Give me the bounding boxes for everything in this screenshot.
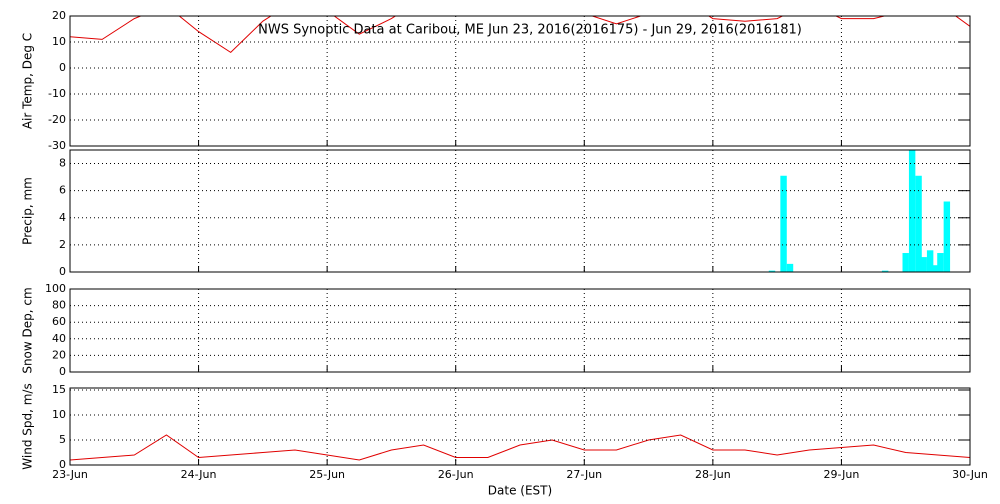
bar	[908, 150, 916, 272]
panel-data	[70, 16, 970, 54]
bar	[937, 253, 944, 272]
x-tick-label: 25-Jun	[309, 468, 345, 481]
x-tick-label: 29-Jun	[824, 468, 860, 481]
y-tick-label: 10	[52, 408, 66, 421]
y-tick-label: -20	[48, 113, 66, 126]
bar	[932, 265, 939, 272]
y-tick-label: 8	[59, 157, 66, 170]
y-axis-label: Wind Spd, m/s	[21, 383, 35, 469]
y-tick-label: 100	[45, 282, 66, 295]
bar	[926, 250, 934, 272]
chart-title: NWS Synoptic Data at Caribou, ME Jun 23,…	[258, 23, 802, 38]
x-tick-label: 28-Jun	[695, 468, 731, 481]
bar	[920, 257, 927, 272]
y-tick-label: 20	[52, 348, 66, 361]
line	[70, 434, 970, 461]
panel-frame	[69, 288, 971, 373]
panel-frame	[69, 387, 971, 466]
bar	[902, 253, 909, 272]
y-axis-label: Air Temp, Deg C	[21, 33, 35, 129]
x-tick-label: 30-Jun	[952, 468, 988, 481]
panel-data	[70, 434, 970, 461]
y-axis-label: Snow Dep, cm	[21, 287, 35, 373]
panel-data	[768, 150, 951, 272]
y-tick-label: -30	[48, 139, 66, 152]
panel-frame	[69, 15, 971, 147]
bar	[780, 175, 787, 272]
y-tick-label: 20	[52, 9, 66, 22]
bar	[768, 270, 776, 272]
bar	[915, 175, 922, 272]
bar	[943, 201, 951, 272]
y-tick-label: 40	[52, 332, 66, 345]
y-tick-label: 10	[52, 35, 66, 48]
y-tick-label: 2	[59, 238, 66, 251]
bar	[881, 270, 889, 272]
y-tick-label: 6	[59, 184, 66, 197]
y-tick-label: 60	[52, 315, 66, 328]
y-tick-label: -10	[48, 87, 66, 100]
y-axis-label: Precip, mm	[21, 177, 35, 245]
y-tick-label: 4	[59, 211, 66, 224]
x-tick-label: 26-Jun	[438, 468, 474, 481]
bar	[786, 263, 794, 272]
y-tick-label: 5	[59, 433, 66, 446]
x-tick-label: 23-Jun	[52, 468, 88, 481]
x-tick-label: 27-Jun	[566, 468, 602, 481]
line	[70, 16, 970, 54]
y-tick-label: 0	[59, 365, 66, 378]
panel-frame	[69, 149, 971, 273]
y-tick-label: 80	[52, 299, 66, 312]
y-tick-label: 0	[59, 458, 66, 471]
y-tick-label: 0	[59, 61, 66, 74]
x-tick-label: 24-Jun	[181, 468, 217, 481]
y-tick-label: 0	[59, 265, 66, 278]
x-axis-label: Date (EST)	[488, 484, 552, 498]
y-tick-label: 15	[52, 383, 66, 396]
